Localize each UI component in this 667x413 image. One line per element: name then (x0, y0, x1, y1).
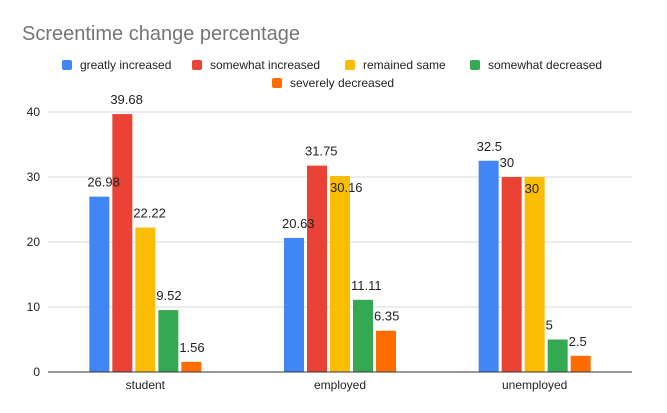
data-label-employed-somewhat-increased: 31.75 (305, 144, 338, 159)
data-label-unemployed-somewhat-decreased: 5 (546, 318, 553, 333)
x-category-employed: employed (314, 378, 366, 392)
legend-label-somewhat-decreased: somewhat decreased (488, 58, 602, 72)
bar-student-somewhat-decreased (158, 310, 179, 372)
bar-unemployed-severely-decreased (570, 355, 591, 372)
bar-employed-somewhat-increased (307, 165, 327, 372)
data-label-employed-somewhat-decreased: 11.11 (351, 278, 382, 293)
legend-label-remained-same: remained same (363, 58, 446, 72)
bar-unemployed-remained-same (524, 177, 545, 372)
data-label-student-somewhat-decreased: 9.52 (156, 288, 181, 303)
legend-swatch-somewhat-increased (192, 60, 202, 70)
legend: greatly increased somewhat increased remai… (62, 58, 602, 90)
y-tick-10: 10 (27, 300, 41, 314)
y-tick-20: 20 (27, 235, 41, 249)
data-label-unemployed-somewhat-increased: 30 (500, 155, 514, 170)
data-labels: 26.98 39.68 22.22 9.52 1.56 20.63 31.75 30.16 11… (87, 92, 586, 355)
x-category-unemployed: unemployed (502, 378, 567, 392)
data-label-student-severely-decreased: 1.56 (179, 340, 204, 355)
data-label-employed-greatly-increased: 20.63 (282, 216, 315, 231)
legend-swatch-remained-same (345, 60, 355, 70)
y-axis-ticks: 0 10 20 30 40 (27, 105, 41, 379)
bar-unemployed-greatly-increased (478, 160, 499, 372)
legend-swatch-greatly-increased (62, 60, 72, 70)
data-label-employed-severely-decreased: 6.35 (374, 309, 399, 324)
bars (89, 114, 591, 372)
y-tick-40: 40 (27, 105, 41, 119)
bar-student-greatly-increased (89, 196, 110, 372)
legend-label-somewhat-increased: somewhat increased (210, 58, 320, 72)
y-tick-0: 0 (33, 365, 40, 379)
data-label-student-remained-same: 22.22 (133, 206, 166, 221)
x-category-student: student (126, 378, 166, 392)
bar-employed-somewhat-decreased (353, 299, 373, 372)
bar-student-somewhat-increased (112, 114, 133, 372)
data-label-unemployed-greatly-increased: 32.5 (477, 139, 502, 154)
bar-student-remained-same (135, 227, 156, 372)
data-label-employed-remained-same: 30.16 (330, 180, 363, 195)
data-label-unemployed-severely-decreased: 2.5 (569, 334, 587, 349)
data-label-student-greatly-increased: 26.98 (87, 175, 120, 190)
chart-title: Screentime change percentage (22, 23, 300, 45)
legend-swatch-severely-decreased (272, 78, 282, 88)
x-axis-categories: student employed unemployed (126, 378, 568, 392)
legend-label-greatly-increased: greatly increased (80, 58, 171, 72)
legend-swatch-somewhat-decreased (470, 60, 480, 70)
data-label-unemployed-remained-same: 30 (525, 181, 539, 196)
data-label-student-somewhat-increased: 39.68 (110, 92, 143, 107)
bar-unemployed-somewhat-increased (501, 177, 522, 372)
bar-unemployed-somewhat-decreased (547, 339, 568, 372)
y-tick-30: 30 (27, 170, 41, 184)
bar-student-severely-decreased (181, 361, 202, 372)
bar-employed-greatly-increased (284, 237, 304, 372)
bar-employed-remained-same (330, 175, 350, 372)
legend-label-severely-decreased: severely decreased (290, 76, 394, 90)
bar-employed-severely-decreased (376, 330, 396, 372)
